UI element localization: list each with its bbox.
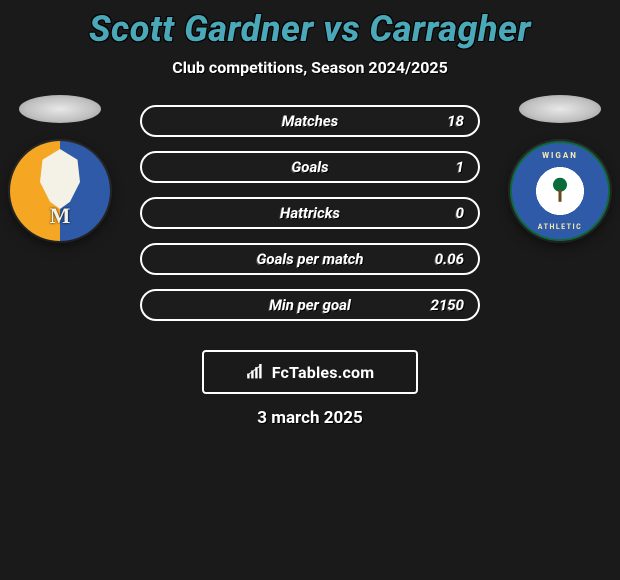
badge-right-bottom-text: ATHLETIC <box>510 223 610 231</box>
player-left-silhouette <box>19 95 101 123</box>
bar-chart-icon <box>246 364 266 380</box>
date-label: 3 march 2025 <box>257 408 363 428</box>
page-title: Scott Gardner vs Carragher <box>0 0 620 50</box>
stat-row: Min per goal 2150 <box>140 289 480 321</box>
stat-row: Matches 18 <box>140 105 480 137</box>
badge-right-tree-icon <box>552 178 568 202</box>
stat-label: Hattricks <box>280 204 340 222</box>
stat-right-value: 1 <box>456 158 464 176</box>
club-badge-left <box>10 141 110 241</box>
comparison-body: WIGAN ATHLETIC Matches 18 Goals 1 Hattri… <box>0 105 620 355</box>
subtitle: Club competitions, Season 2024/2025 <box>0 58 620 77</box>
brand-text: FcTables.com <box>272 363 375 382</box>
stat-row: Goals per match 0.06 <box>140 243 480 275</box>
player-left-column <box>0 95 120 241</box>
badge-right-top-text: WIGAN <box>510 151 610 160</box>
brand-attribution[interactable]: FcTables.com <box>202 350 418 394</box>
player-right-silhouette <box>519 95 601 123</box>
stat-row: Goals 1 <box>140 151 480 183</box>
stats-list: Matches 18 Goals 1 Hattricks 0 Goals per… <box>140 105 480 321</box>
stat-right-value: 0.06 <box>435 250 464 268</box>
stat-row: Hattricks 0 <box>140 197 480 229</box>
stat-right-value: 18 <box>447 112 464 130</box>
stat-label: Goals <box>291 158 328 176</box>
stat-right-value: 0 <box>456 204 464 222</box>
stat-label: Min per goal <box>269 296 351 314</box>
comparison-card: Scott Gardner vs Carragher Club competit… <box>0 0 620 580</box>
stat-label: Goals per match <box>256 250 363 268</box>
player-right-column: WIGAN ATHLETIC <box>500 95 620 241</box>
stat-label: Matches <box>282 112 339 130</box>
stat-right-value: 2150 <box>431 296 464 314</box>
club-badge-right: WIGAN ATHLETIC <box>510 141 610 241</box>
